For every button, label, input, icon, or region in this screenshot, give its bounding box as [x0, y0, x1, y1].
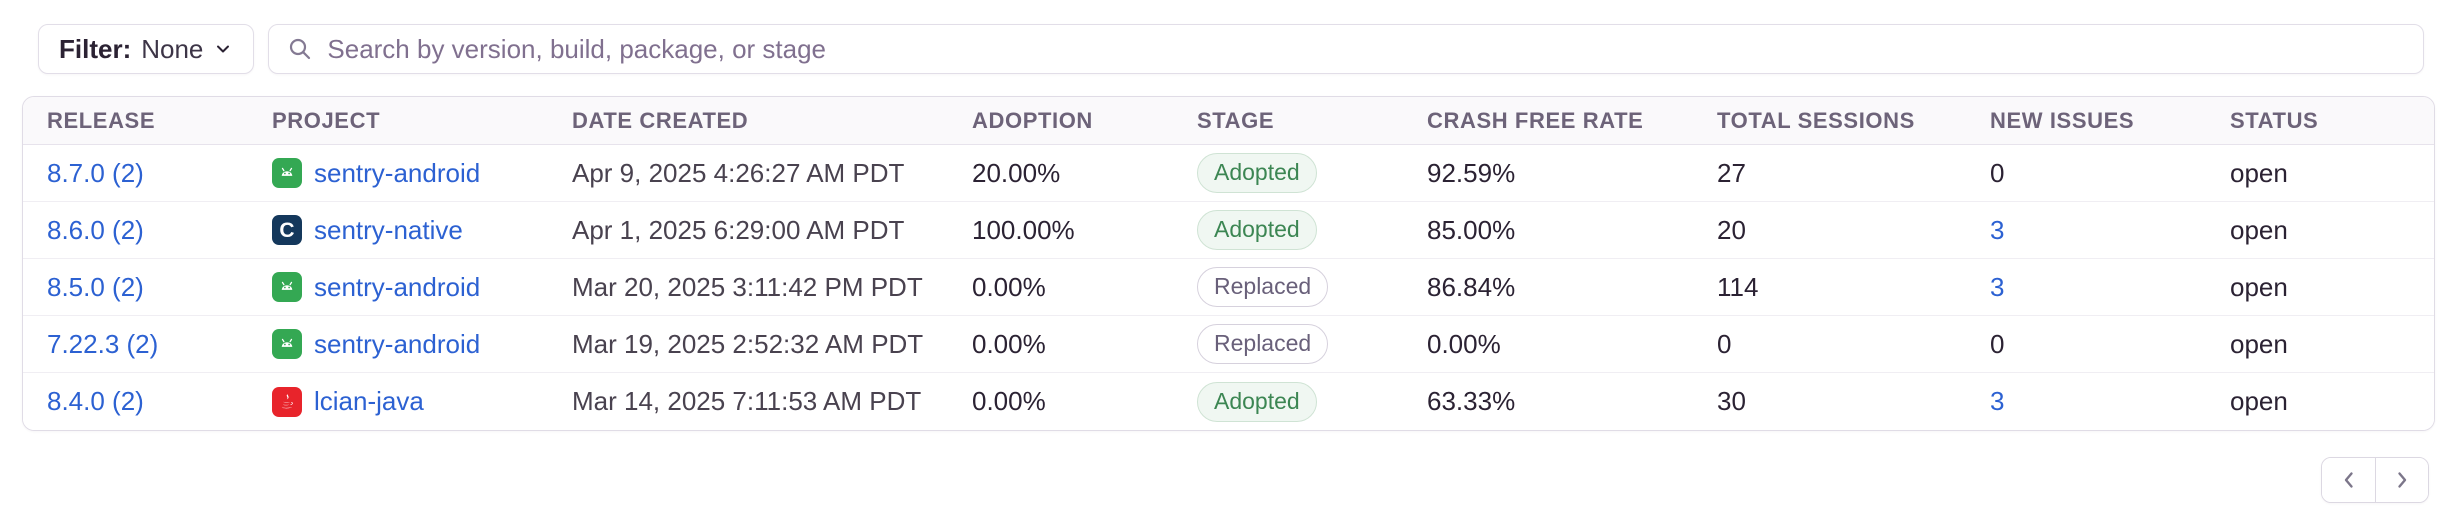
search-input[interactable] [327, 33, 2405, 65]
new-issues-count[interactable]: 3 [1990, 271, 2005, 302]
total-sessions: 30 [1717, 386, 1746, 416]
project-link[interactable]: sentry-native [314, 214, 463, 245]
crash-free-rate: 0.00% [1427, 328, 1501, 359]
filter-label: Filter: [59, 33, 132, 64]
releases-table: RELEASE PROJECT DATE CREATED ADOPTION STAGE C… [22, 96, 2435, 431]
column-header-total-sessions: TOTAL SESSIONS [1717, 107, 1915, 133]
new-issues-count[interactable]: 3 [1990, 386, 2005, 416]
column-header-project: PROJECT [272, 107, 381, 133]
previous-page-button[interactable] [2322, 458, 2375, 502]
stage-badge: Adopted [1197, 381, 1317, 422]
chevron-right-icon [2398, 472, 2407, 488]
release-version-link[interactable]: 8.4.0 (2) [47, 386, 144, 417]
crash-free-rate: 92.59% [1427, 157, 1516, 188]
chevron-down-icon [217, 45, 230, 53]
chevron-left-icon [2344, 472, 2353, 488]
release-version-link[interactable]: 8.6.0 (2) [47, 214, 144, 246]
new-issues-count: 0 [1990, 157, 2005, 188]
stage-badge: Adopted [1197, 210, 1317, 250]
table-row: 8.5.0 (2) sentry-android Mar 20, 2025 3:11… [23, 259, 2434, 316]
adoption-value: 20.00% [972, 157, 1061, 188]
status-value: open [2230, 328, 2288, 359]
crash-free-rate: 63.33% [1427, 386, 1516, 416]
adoption-value: 0.00% [972, 328, 1046, 359]
next-page-button[interactable] [2375, 458, 2428, 502]
table-header-row: RELEASE PROJECT DATE CREATED ADOPTION STAGE C… [23, 97, 2434, 145]
crash-free-rate: 86.84% [1427, 271, 1516, 302]
column-header-status: STATUS [2230, 107, 2319, 133]
project-cell: sentry-android [272, 329, 548, 360]
table-row: 8.4.0 (2) lcian-java Mar 14, 2025 7:11:53 … [23, 373, 2434, 430]
adoption-value: 0.00% [972, 386, 1046, 416]
project-link[interactable]: sentry-android [314, 328, 481, 359]
project-cell: sentry-android [272, 272, 548, 303]
android-platform-icon [272, 272, 302, 302]
table-body: 8.7.0 (2) sentry-android Apr 9, 2025 4:26:… [23, 145, 2434, 430]
adoption-value: 100.00% [972, 214, 1075, 245]
column-header-date-created: DATE CREATED [572, 107, 749, 133]
filter-value: None [141, 33, 204, 64]
status-value: open [2230, 386, 2288, 416]
stage-badge: Adopted [1197, 153, 1317, 193]
search-bar[interactable] [268, 24, 2424, 74]
project-cell: lcian-java [272, 386, 548, 417]
project-cell: sentry-android [272, 158, 548, 189]
date-created: Apr 9, 2025 4:26:27 AM PDT [572, 157, 905, 188]
stage-badge: Replaced [1197, 324, 1329, 364]
total-sessions: 27 [1717, 157, 1746, 188]
total-sessions: 20 [1717, 214, 1746, 245]
java-platform-icon [272, 386, 302, 417]
release-version-link[interactable]: 8.5.0 (2) [47, 271, 144, 303]
crash-free-rate: 85.00% [1427, 214, 1516, 245]
android-platform-icon [272, 329, 302, 359]
project-link[interactable]: sentry-android [314, 271, 481, 302]
pagination [0, 457, 2429, 503]
table-row: 8.7.0 (2) sentry-android Apr 9, 2025 4:26:… [23, 145, 2434, 202]
release-version-link[interactable]: 8.7.0 (2) [47, 157, 144, 189]
date-created: Apr 1, 2025 6:29:00 AM PDT [572, 214, 905, 245]
search-icon [290, 38, 311, 60]
table-row: 7.22.3 (2) sentry-android Mar 19, 2025 2:5… [23, 316, 2434, 373]
status-value: open [2230, 214, 2288, 245]
column-header-release: RELEASE [47, 107, 156, 133]
column-header-crash-free-rate: CRASH FREE RATE [1427, 107, 1644, 133]
project-link[interactable]: lcian-java [314, 386, 424, 416]
column-header-adoption: ADOPTION [972, 107, 1093, 133]
android-platform-icon [272, 158, 302, 188]
date-created: Mar 14, 2025 7:11:53 AM PDT [572, 386, 922, 416]
toolbar: Filter: None [38, 24, 2424, 74]
total-sessions: 0 [1717, 328, 1732, 359]
new-issues-count[interactable]: 3 [1990, 214, 2005, 245]
date-created: Mar 20, 2025 3:11:42 PM PDT [572, 271, 923, 302]
date-created: Mar 19, 2025 2:52:32 AM PDT [572, 328, 924, 359]
total-sessions: 114 [1717, 271, 1759, 302]
adoption-value: 0.00% [972, 271, 1046, 302]
new-issues-count: 0 [1990, 328, 2005, 359]
column-header-new-issues: NEW ISSUES [1990, 107, 2135, 133]
status-value: open [2230, 271, 2288, 302]
release-version-link[interactable]: 7.22.3 (2) [47, 328, 159, 360]
filter-dropdown[interactable]: Filter: None [38, 24, 255, 74]
project-link[interactable]: sentry-android [314, 157, 481, 188]
status-value: open [2230, 157, 2288, 188]
pagination-group [2321, 457, 2429, 503]
c-native-platform-icon: C [272, 215, 302, 245]
column-header-stage: STAGE [1197, 107, 1275, 133]
stage-badge: Replaced [1197, 267, 1329, 307]
